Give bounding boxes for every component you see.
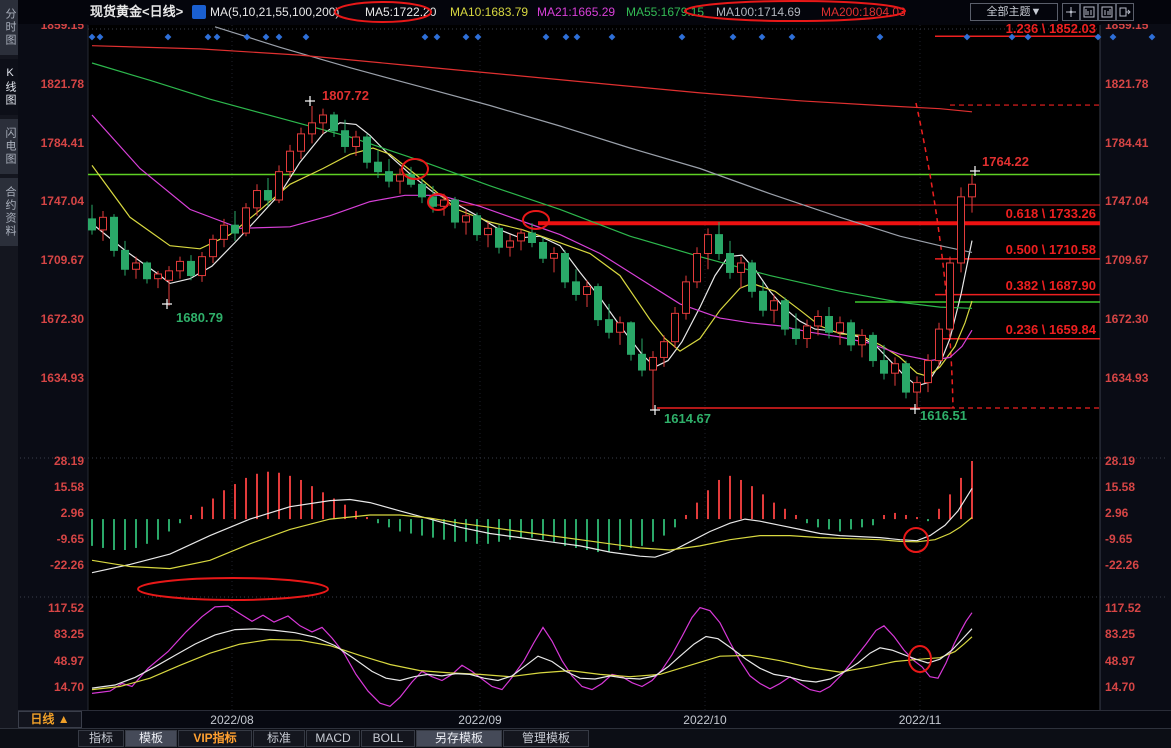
pane-layout-left-icon bbox=[1083, 6, 1095, 18]
ma-value-4: MA55:1679.15 bbox=[626, 5, 705, 19]
ma-value-1: MA5:1722.20 bbox=[365, 5, 437, 19]
macd-axis-label-right: -22.26 bbox=[1105, 558, 1140, 572]
tab-1[interactable]: 指标 bbox=[78, 730, 124, 747]
kdj-axis-label-right: 117.52 bbox=[1105, 601, 1142, 615]
chart-canvas[interactable] bbox=[88, 25, 1100, 710]
macd-axis-label-right: 2.96 bbox=[1105, 506, 1129, 520]
tab-7[interactable]: 另存模板 bbox=[416, 730, 502, 747]
sidebar-item-4[interactable]: 合约资料 bbox=[0, 178, 18, 246]
tab-5[interactable]: MACD bbox=[306, 730, 360, 747]
pane-layout-right-button[interactable] bbox=[1098, 3, 1116, 21]
macd-dea-value: DEA:0.79 bbox=[256, 445, 308, 459]
x-axis-label: 2022/09 bbox=[458, 713, 502, 727]
macd-axis-label-right: 28.19 bbox=[1105, 454, 1136, 468]
main-axis-label-left: 1821.78 bbox=[40, 76, 84, 91]
pane-exit-icon bbox=[1119, 7, 1131, 17]
main-axis-label-left: 1672.30 bbox=[40, 312, 84, 327]
kline-chart-icon bbox=[192, 5, 206, 19]
sidebar-item-1[interactable]: 分时图 bbox=[0, 0, 18, 55]
main-axis-label-right: 1672.30 bbox=[1105, 312, 1149, 327]
theme-dropdown-button[interactable]: 全部主题▼ bbox=[970, 3, 1058, 21]
sidebar-item-3[interactable]: 闪电图 bbox=[0, 119, 18, 174]
left-sidebar: 分时图 K线图闪电图合约资料 bbox=[0, 0, 18, 747]
tab-8[interactable]: 管理模板 bbox=[503, 730, 589, 747]
main-axis-label-right: 1747.04 bbox=[1105, 194, 1149, 209]
ma-value-5: MA100:1714.69 bbox=[716, 5, 801, 19]
x-axis-label: 2022/10 bbox=[683, 713, 727, 727]
macd-macd-value: MACD:28.19 bbox=[318, 445, 387, 459]
macd-axis-label-left: -9.65 bbox=[56, 532, 84, 546]
kdj-title: KDJ(9,3,3) bbox=[90, 588, 148, 602]
kdj-axis-label-right: 83.25 bbox=[1105, 627, 1136, 642]
symbol-title: 现货黄金<日线> bbox=[90, 4, 184, 19]
bottom-tab-bar: 指标 模板 VIP指标 标准 MACD BOLL 另存模板 管理模板 bbox=[0, 728, 1171, 748]
main-axis-label-left: 1747.04 bbox=[40, 194, 84, 209]
move-crosshair-button[interactable] bbox=[1062, 3, 1080, 21]
main-axis-label-right: 1634.93 bbox=[1105, 370, 1149, 385]
ma-settings-label: MA(5,10,21,55,100,200) bbox=[210, 5, 340, 19]
ma-value-3: MA21:1665.29 bbox=[537, 5, 616, 19]
tab-2[interactable]: 模板 bbox=[125, 730, 177, 747]
pane-layout-right-icon bbox=[1101, 6, 1113, 18]
macd-axis-label-right: 15.58 bbox=[1105, 480, 1136, 494]
main-axis-label-right: 1821.78 bbox=[1105, 76, 1149, 91]
macd-title: MACD(26,12,9) bbox=[90, 445, 174, 459]
kdj-axis-label-left: 14.70 bbox=[53, 679, 84, 694]
ma-value-6: MA200:1804.03 bbox=[821, 5, 906, 19]
macd-diff-value: DIFF:14.89 bbox=[186, 445, 247, 459]
pane-layout-left-button[interactable] bbox=[1080, 3, 1098, 21]
right-price-axis bbox=[1100, 24, 1171, 710]
tab-6[interactable]: BOLL bbox=[361, 730, 415, 747]
top-header: 现货黄金<日线> MA(5,10,21,55,100,200) MA5:1722… bbox=[18, 0, 1171, 24]
macd-axis-label-left: -22.26 bbox=[49, 558, 84, 572]
kdj-axis-label-left: 48.97 bbox=[53, 653, 84, 668]
move-crosshair-icon bbox=[1066, 7, 1076, 17]
kdj-j-value: J:111.33 bbox=[284, 588, 329, 602]
tab-3[interactable]: VIP指标 bbox=[178, 730, 252, 747]
main-axis-label-left: 1784.41 bbox=[40, 135, 84, 150]
main-axis-label-left: 1634.93 bbox=[40, 370, 84, 385]
macd-axis-label-right: -9.65 bbox=[1105, 532, 1133, 546]
tab-4[interactable]: 标准 bbox=[253, 730, 305, 747]
kdj-axis-label-right: 14.70 bbox=[1105, 679, 1136, 694]
macd-axis-label-left: 28.19 bbox=[53, 454, 84, 468]
x-axis-label: 2022/11 bbox=[898, 713, 942, 727]
ma-value-2: MA10:1683.79 bbox=[450, 5, 529, 19]
kdj-axis-label-left: 117.52 bbox=[47, 601, 84, 615]
left-price-axis bbox=[18, 24, 88, 710]
kdj-k-value: K:90.19 bbox=[160, 588, 202, 602]
kdj-axis-label-left: 83.25 bbox=[53, 627, 84, 642]
pane-exit-button[interactable] bbox=[1116, 3, 1134, 21]
x-axis-label: 2022/08 bbox=[210, 713, 254, 727]
macd-axis-label-left: 2.96 bbox=[60, 506, 84, 520]
main-axis-label-right: 1709.67 bbox=[1105, 253, 1149, 268]
main-axis-label-left: 1709.67 bbox=[40, 253, 84, 268]
kdj-axis-label-right: 48.97 bbox=[1105, 653, 1136, 668]
macd-axis-label-left: 15.58 bbox=[53, 480, 84, 494]
x-axis-strip: 2022/08 2022/09 2022/10 2022/11 bbox=[0, 710, 1171, 729]
timeframe-selector[interactable]: 日线 ▲ bbox=[18, 711, 82, 728]
sidebar-item-2[interactable]: K线图 bbox=[0, 59, 18, 115]
kdj-d-value: D:79.63 bbox=[222, 588, 265, 602]
main-axis-label-right: 1784.41 bbox=[1105, 135, 1149, 150]
